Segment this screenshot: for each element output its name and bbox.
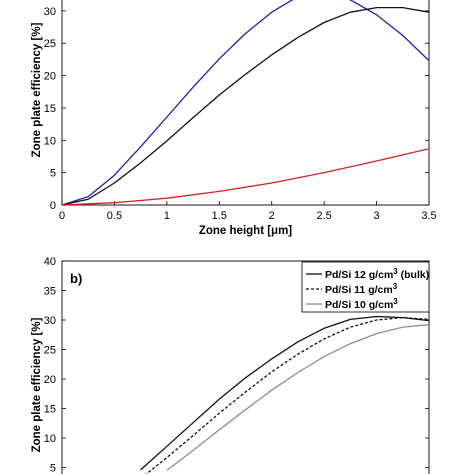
x-tick-label: 3 [374,210,380,222]
y-tick-label: 25 [44,345,56,357]
y-tick-label: 15 [44,103,56,115]
y-tick-label: 40 [44,256,56,268]
y-tick-label: 20 [44,374,56,386]
y-tick-label: 5 [50,463,56,474]
x-tick-label: 1 [164,210,170,222]
y-tick-label: 0 [50,200,56,212]
chart-panel-2: 5 10 15 20 25 30 35 40 Zone plate efficiency [%]… [31,256,430,474]
x-tick-label: 1.5 [212,210,227,222]
x-tick-label: 3.5 [421,210,436,222]
x-tick-label: 0.5 [107,210,122,222]
x-axis-label: Zone height [μm] [199,225,292,237]
plot-frame [61,0,430,206]
series-line-3 [166,324,429,471]
series-line-1 [140,315,429,471]
series-line-3 [62,148,429,205]
y-tick-label: 20 [44,71,56,83]
legend-label-2: Pd/Si 11 g/cm3 [325,282,398,296]
y-tick-label: 30 [44,315,56,327]
y-tick-label: 25 [44,38,56,50]
y-axis-label: Zone plate efficiency [%] [31,22,43,157]
y-tick-label: 15 [44,404,56,416]
legend-label-3: Pd/Si 10 g/cm3 [325,297,398,311]
y-tick-label: 10 [44,433,56,445]
y-tick-label: 5 [50,168,56,180]
x-tick-label: 2.5 [316,210,331,222]
y-tick-label: 10 [44,135,56,147]
legend-box [301,261,430,313]
legend-label-1: Pd/Si 12 g/cm3 (bulk) [325,267,429,281]
y-tick-label: 35 [44,286,56,298]
panel-label: b) [70,271,82,286]
series-line-2 [145,316,429,474]
series-line-2 [62,6,429,205]
x-tick-label: 0 [59,210,65,222]
y-tick-label: 30 [44,6,56,18]
chart-panel-1: 0 5 10 15 20 25 30 0 0.5 1 1.5 2 2.5 3 3.5 Zone height … [31,0,437,237]
series-line-1 [62,0,429,205]
y-axis-label: Zone plate efficiency [%] [31,317,43,452]
x-tick-label: 2 [269,210,275,222]
